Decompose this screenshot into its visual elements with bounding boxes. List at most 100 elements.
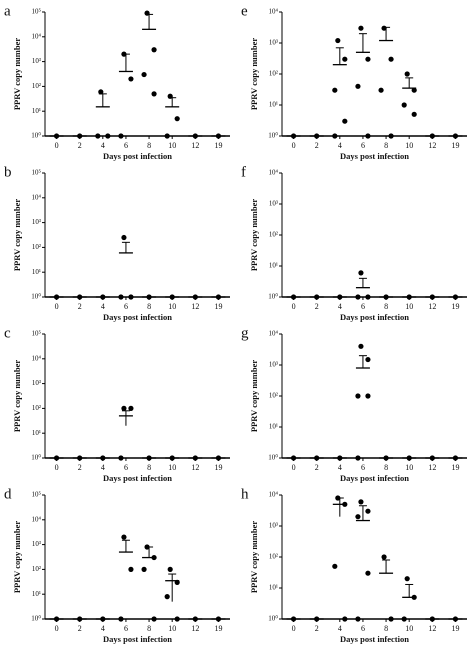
panel: a PPRV copy number Days post infection 10⁰ 1… [4, 3, 230, 161]
y-tick-label: 10² [32, 404, 41, 412]
x-tick-label: 10 [405, 302, 413, 311]
data-point [151, 616, 157, 622]
x-tick-label: 12 [428, 463, 436, 472]
x-tick-label: 4 [101, 463, 105, 472]
x-tick-label: 4 [338, 463, 342, 472]
y-tick-label: 10⁵ [32, 169, 42, 177]
panel-letter: d [4, 486, 12, 502]
panel: f PPRV copy number Days post infection 10⁰ 1… [241, 164, 467, 322]
y-tick-label: 10² [269, 553, 278, 561]
data-point [128, 405, 134, 411]
data-point [355, 83, 361, 89]
y-tick-label: 10¹ [32, 590, 41, 598]
data-point [167, 566, 173, 572]
y-axis-label: PPRV copy number [249, 521, 259, 593]
y-tick-label: 10³ [269, 522, 278, 530]
data-point [95, 133, 101, 139]
y-tick-label: 10³ [269, 200, 278, 208]
y-tick-label: 10⁴ [269, 8, 279, 16]
y-tick-label: 10³ [32, 379, 41, 387]
data-point [404, 576, 410, 582]
panel-letter: f [241, 164, 246, 180]
x-tick-label: 6 [124, 141, 128, 150]
x-tick-label: 6 [124, 302, 128, 311]
x-tick-label: 2 [315, 624, 319, 633]
y-tick-label: 10² [269, 392, 278, 400]
x-tick-label: 19 [451, 141, 459, 150]
y-tick-label: 10⁰ [268, 454, 278, 462]
panel: h PPRV copy number Days post infection 10⁰ 1… [241, 486, 467, 644]
y-tick-label: 10⁴ [32, 354, 42, 362]
y-tick-label: 10⁵ [32, 330, 42, 338]
x-tick-label: 8 [147, 624, 151, 633]
x-tick-label: 4 [338, 302, 342, 311]
y-axis-label: PPRV copy number [12, 38, 22, 110]
y-tick-label: 10⁰ [31, 615, 41, 623]
y-tick-label: 10⁰ [31, 293, 41, 301]
x-axis-label: Days post infection [340, 473, 409, 483]
data-point [342, 616, 348, 622]
y-tick-label: 10³ [32, 218, 41, 226]
x-axis-label: Days post infection [103, 312, 172, 322]
panel-letter: g [241, 325, 249, 341]
x-tick-label: 8 [384, 463, 388, 472]
data-point [358, 270, 364, 276]
y-tick-label: 10³ [269, 361, 278, 369]
data-point [388, 616, 394, 622]
y-tick-label: 10¹ [269, 101, 278, 109]
x-tick-label: 19 [214, 624, 222, 633]
y-axis-label: PPRV copy number [249, 38, 259, 110]
data-point [381, 554, 387, 560]
x-tick-label: 10 [405, 463, 413, 472]
x-tick-label: 2 [315, 141, 319, 150]
y-tick-label: 10¹ [269, 423, 278, 431]
y-tick-label: 10¹ [32, 107, 41, 115]
data-point [355, 294, 361, 300]
x-axis-label: Days post infection [103, 634, 172, 644]
x-tick-label: 4 [101, 302, 105, 311]
data-point [118, 616, 124, 622]
x-tick-label: 8 [384, 624, 388, 633]
y-axis-label: PPRV copy number [249, 199, 259, 271]
x-tick-label: 12 [191, 463, 199, 472]
data-point [121, 534, 127, 540]
y-tick-label: 10¹ [269, 262, 278, 270]
panel-letter: c [4, 325, 11, 341]
data-point [128, 76, 134, 82]
data-point [141, 566, 147, 572]
y-tick-label: 10⁵ [32, 8, 42, 16]
data-point [332, 87, 338, 93]
data-point [358, 499, 364, 505]
data-point [128, 294, 134, 300]
x-tick-label: 4 [101, 141, 105, 150]
y-tick-label: 10⁴ [32, 32, 42, 40]
y-tick-label: 10¹ [32, 429, 41, 437]
y-tick-label: 10⁰ [31, 132, 41, 140]
y-tick-label: 10⁰ [268, 293, 278, 301]
x-tick-label: 6 [361, 302, 365, 311]
x-tick-label: 4 [101, 624, 105, 633]
x-tick-label: 0 [55, 463, 59, 472]
data-point [151, 91, 157, 97]
x-axis-label: Days post infection [340, 312, 409, 322]
y-axis-label: PPRV copy number [249, 360, 259, 432]
panel-letter: h [241, 486, 249, 502]
data-point [105, 133, 111, 139]
x-tick-label: 8 [384, 141, 388, 150]
y-axis-label: PPRV copy number [12, 360, 22, 432]
x-tick-label: 19 [214, 463, 222, 472]
data-point [365, 56, 371, 62]
y-tick-label: 10⁰ [268, 615, 278, 623]
data-point [388, 56, 394, 62]
data-point [365, 294, 371, 300]
x-tick-label: 2 [78, 302, 82, 311]
data-point [355, 616, 361, 622]
y-tick-label: 10³ [269, 39, 278, 47]
data-point [355, 455, 361, 461]
x-axis-label: Days post infection [103, 151, 172, 161]
y-axis-label: PPRV copy number [12, 199, 22, 271]
x-tick-label: 19 [451, 302, 459, 311]
x-tick-label: 8 [147, 141, 151, 150]
data-point [355, 393, 361, 399]
